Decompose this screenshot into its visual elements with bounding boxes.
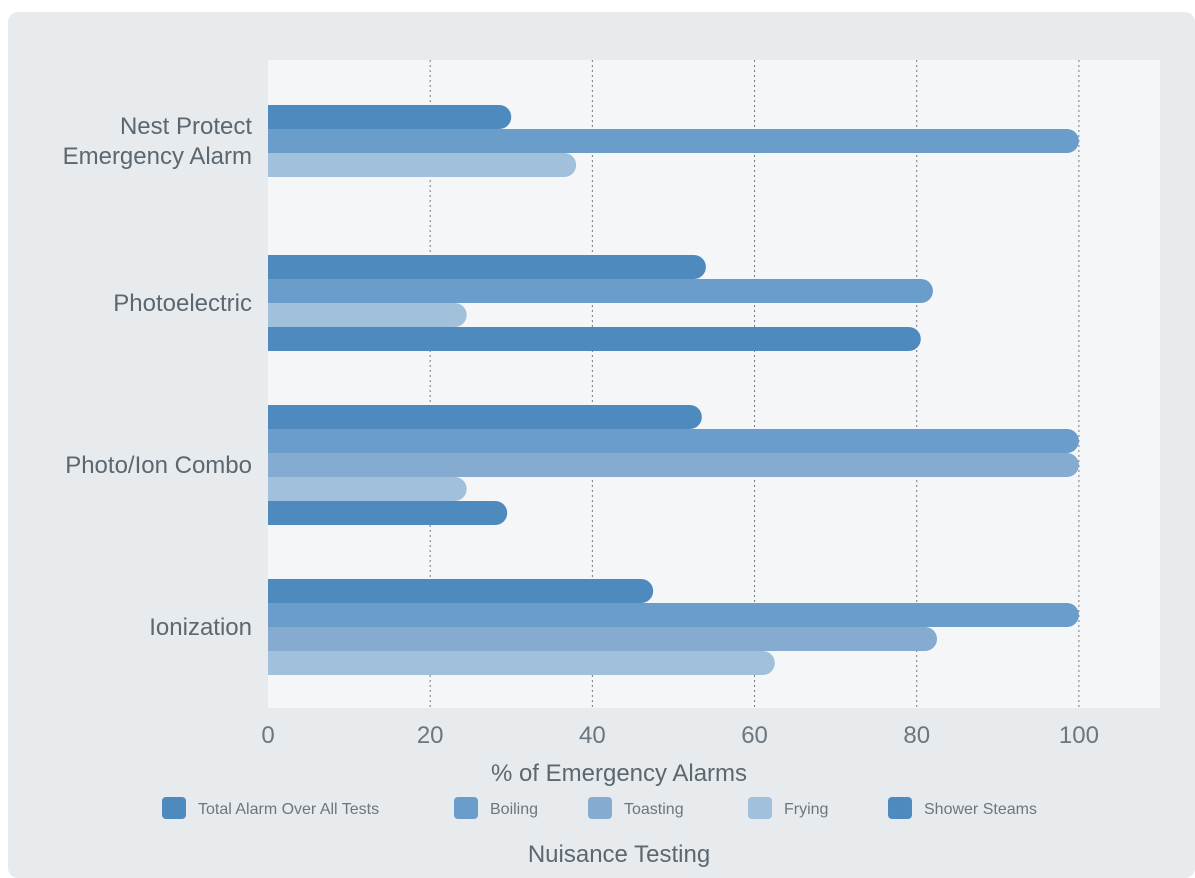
category-label: Nest Protect Emergency Alarm	[63, 113, 253, 170]
bar	[268, 651, 775, 675]
x-tick-label: 80	[903, 722, 930, 749]
legend-item: Total Alarm Over All Tests	[162, 797, 379, 819]
chart-card: Nest Protect Emergency Alarm Photoelectric…	[8, 12, 1195, 878]
chart-svg: Nest Protect Emergency Alarm Photoelectric…	[63, 60, 1160, 868]
legend-item: Toasting	[588, 797, 684, 819]
category-label: Photo/Ion Combo	[65, 452, 252, 479]
legend-swatch	[588, 797, 612, 819]
bar	[268, 303, 467, 327]
legend-label: Frying	[784, 801, 828, 818]
x-tick-labels: 0 20 40 60 80 100	[261, 722, 1099, 749]
legend-swatch	[748, 797, 772, 819]
x-tick-label: 0	[261, 722, 274, 749]
category-labels: Nest Protect Emergency Alarm Photoelectric…	[63, 113, 253, 641]
bar	[268, 501, 508, 525]
bar	[268, 105, 512, 129]
bar	[268, 279, 933, 303]
legend-label: Toasting	[624, 801, 684, 818]
bar	[268, 405, 702, 429]
x-tick-label: 100	[1059, 722, 1099, 749]
bar	[268, 153, 577, 177]
bars	[268, 105, 1079, 675]
bar	[268, 627, 937, 651]
legend-label: Boiling	[490, 801, 538, 818]
category-label: Ionization	[149, 614, 252, 641]
x-tick-label: 20	[417, 722, 444, 749]
legend: Total Alarm Over All Tests Boiling Toastin…	[162, 797, 1037, 819]
bar	[268, 603, 1079, 627]
legend-swatch	[888, 797, 912, 819]
legend-swatch	[454, 797, 478, 819]
x-tick-label: 40	[579, 722, 606, 749]
bar	[268, 579, 654, 603]
legend-item: Frying	[748, 797, 828, 819]
bar	[268, 327, 921, 351]
bar	[268, 453, 1079, 477]
x-tick-label: 60	[741, 722, 768, 749]
legend-swatch	[162, 797, 186, 819]
category-label: Photoelectric	[113, 290, 252, 317]
bar	[268, 129, 1079, 153]
legend-item: Boiling	[454, 797, 538, 819]
legend-label: Shower Steams	[924, 801, 1037, 818]
bar	[268, 429, 1079, 453]
bar	[268, 255, 706, 279]
bar	[268, 477, 467, 501]
chart-subtitle: Nuisance Testing	[528, 841, 710, 868]
legend-label: Total Alarm Over All Tests	[198, 801, 379, 818]
legend-item: Shower Steams	[888, 797, 1037, 819]
x-axis-title: % of Emergency Alarms	[491, 760, 747, 787]
